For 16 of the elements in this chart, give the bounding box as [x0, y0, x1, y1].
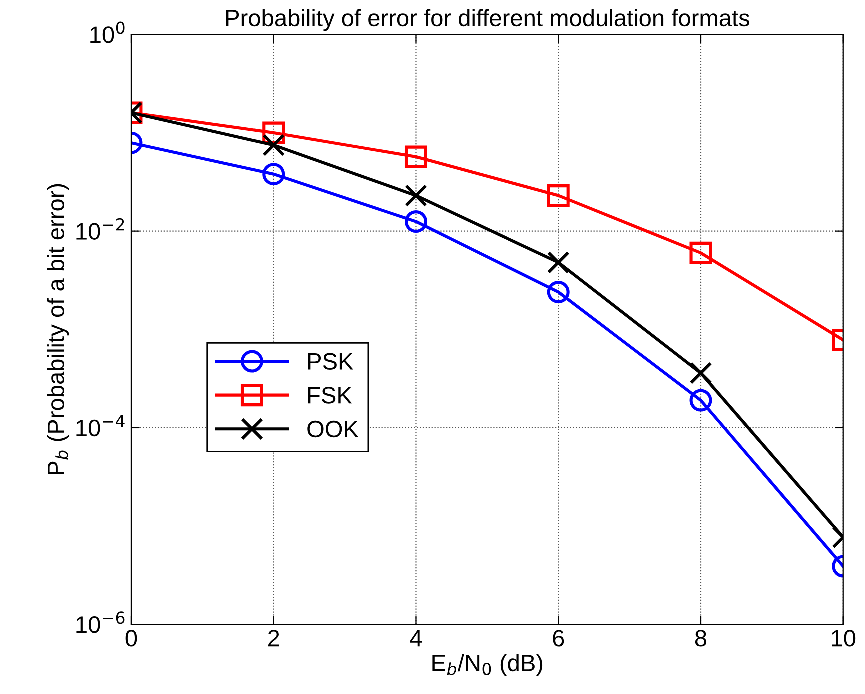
x-tick-label: 8: [695, 630, 707, 647]
y-tick-label: 10$^{−4}$: [76, 415, 125, 437]
x-tick-label: 10: [832, 630, 856, 647]
x-tick-label: 4: [410, 630, 422, 647]
legend-label: PSK: [308, 353, 354, 370]
y-tick-label: 10$^{0}$: [90, 22, 125, 44]
x-tick-label: 0: [126, 630, 138, 647]
x-tick-label: 2: [268, 630, 280, 647]
x-axis-title: E$_{b}$/N$_{0}$ (dB): [432, 654, 543, 676]
y-tick-label: 10$^{−6}$: [76, 612, 125, 634]
legend-label: FSK: [308, 387, 352, 404]
chart-title: Probability of error for different modulation formats: [226, 9, 750, 32]
x-tick-label: 6: [553, 630, 564, 647]
y-tick-label: 10$^{−2}$: [76, 218, 124, 240]
y-axis-title: P$_{b}$ (Probability of a bit error): [47, 184, 70, 474]
legend-label: OOK: [308, 420, 359, 438]
